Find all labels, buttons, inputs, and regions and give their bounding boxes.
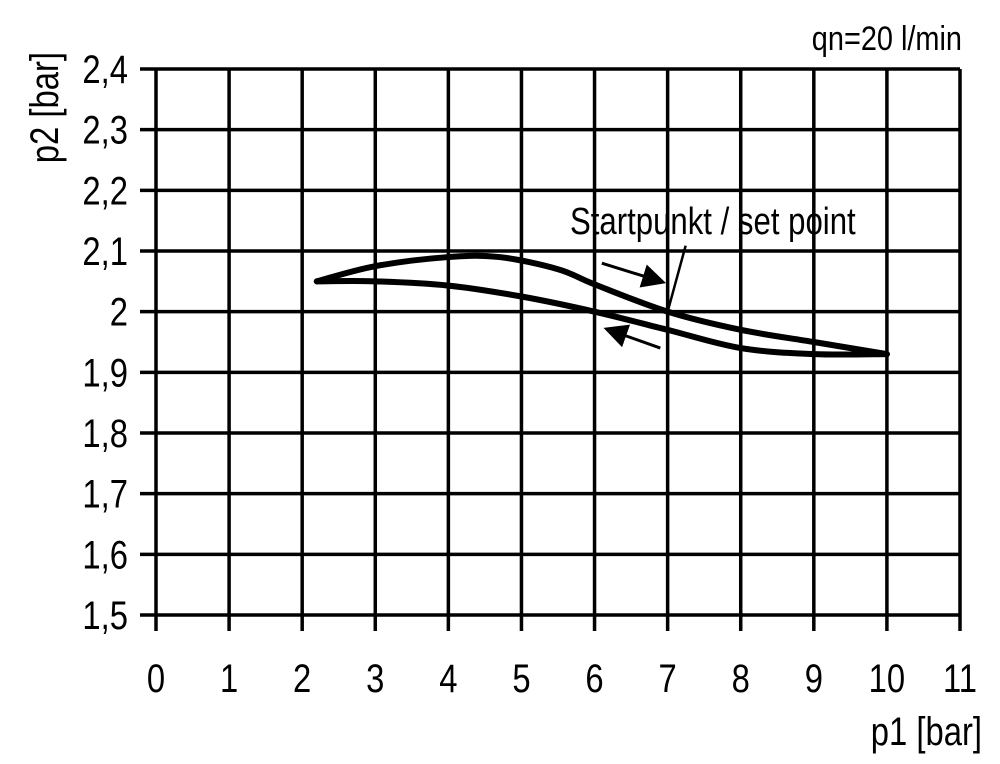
chart-title: qn=20 l/min: [812, 19, 962, 58]
x-tick-label: 7: [659, 656, 677, 701]
grid: [140, 67, 962, 631]
arrow-right-icon: [601, 261, 667, 288]
x-tick-label: 4: [439, 656, 457, 701]
x-axis-label: p1 [bar]: [871, 709, 982, 754]
series-line-1: [313, 252, 890, 358]
tick-labels: 0 1 2 3 4 5 6 7 8 9 10 11 1,5 1,6 1,7 1,8 1,9 2 2,1 2,2 2,3 2…: [82, 47, 977, 701]
y-tick-label: 2,2: [82, 168, 128, 213]
x-tick-label: 8: [732, 656, 750, 701]
annotation-leader-line: [666, 245, 687, 312]
y-tick-label: 1,7: [82, 472, 128, 517]
y-tick-label: 1,5: [82, 593, 128, 638]
y-tick-label: 2,1: [82, 229, 128, 274]
x-tick-label: 1: [220, 656, 238, 701]
y-axis-label: p2 [bar]: [22, 52, 67, 163]
y-tick-label: 1,8: [82, 411, 128, 456]
y-tick-label: 2,4: [82, 47, 128, 92]
series: [313, 252, 890, 358]
arrow-left-icon: [603, 324, 661, 350]
annotation-label: Startpunkt / set point: [570, 201, 856, 243]
x-tick-label: 3: [366, 656, 384, 701]
y-tick-label: 2,3: [82, 108, 128, 153]
x-tick-label: 11: [943, 656, 977, 701]
x-tick-label: 6: [585, 656, 603, 701]
annotations: Startpunkt / set point: [570, 201, 856, 350]
y-tick-label: 2: [110, 290, 128, 335]
y-tick-label: 1,6: [82, 532, 128, 577]
y-tick-label: 1,9: [82, 350, 128, 395]
x-tick-label: 5: [512, 656, 530, 701]
x-tick-label: 2: [293, 656, 311, 701]
x-tick-label: 9: [805, 656, 823, 701]
series-line-2: [313, 278, 890, 358]
x-tick-label: 10: [869, 656, 905, 701]
x-tick-label: 0: [147, 656, 165, 701]
